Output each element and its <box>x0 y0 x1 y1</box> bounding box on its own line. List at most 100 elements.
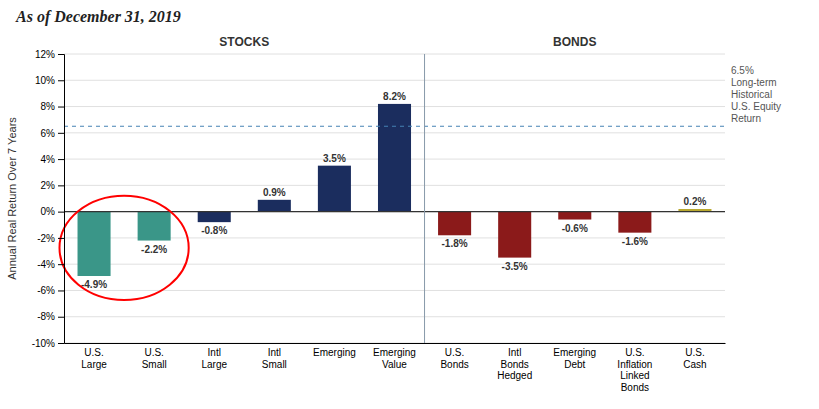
y-tick-mark <box>58 80 64 81</box>
y-tick-mark <box>58 107 64 108</box>
y-tick-label: -8% <box>37 311 55 322</box>
value-labels: -4.9%-2.2%-0.8%0.9%3.5%8.2%-1.8%-3.5%-0.… <box>81 91 706 290</box>
grid <box>64 54 725 343</box>
bar <box>438 212 471 236</box>
x-tick: U.S.InflationLinkedBonds <box>617 347 652 393</box>
x-tick-label-line: Large <box>201 359 227 370</box>
y-tick-mark <box>58 238 64 239</box>
y-tick-mark <box>58 185 64 186</box>
y-tick-label: -10% <box>32 338 55 349</box>
x-tick-label-line: Bonds <box>440 359 468 370</box>
y-tick: -10% <box>32 338 64 349</box>
y-tick: 12% <box>35 49 64 60</box>
y-tick-label: -6% <box>37 285 55 296</box>
x-tick-label: IntlLarge <box>201 347 227 370</box>
y-tick-label: 4% <box>41 154 56 165</box>
x-tick-label-line: Linked <box>620 370 649 381</box>
x-tick-label: IntlBondsHedged <box>497 347 532 381</box>
section-label: BONDS <box>553 35 596 49</box>
reference-label: 6.5%Long-termHistoricalU.S. EquityReturn <box>731 65 781 124</box>
x-tick-label-line: Cash <box>683 359 706 370</box>
x-tick-label-line: U.S. <box>685 347 704 358</box>
x-tick-label-line: U.S. <box>144 347 163 358</box>
x-tick-label: EmergingValue <box>373 347 416 370</box>
plot: 6.5%Long-termHistoricalU.S. EquityReturn… <box>32 35 781 393</box>
x-tick-label: U.S.Large <box>81 347 107 370</box>
x-tick-label-line: Inflation <box>617 359 652 370</box>
x-tick-label-line: U.S. <box>625 347 644 358</box>
x-tick-label-line: U.S. <box>445 347 464 358</box>
value-label: 0.2% <box>684 196 707 207</box>
bar <box>618 212 651 233</box>
y-tick: 8% <box>41 101 64 112</box>
y-tick-label: -2% <box>37 233 55 244</box>
value-label: -3.5% <box>502 261 528 272</box>
y-tick-mark <box>58 159 64 160</box>
bars <box>78 104 712 276</box>
y-tick-mark <box>58 133 64 134</box>
y-tick: -4% <box>37 259 64 270</box>
grid-line <box>64 80 725 81</box>
y-tick-mark <box>58 54 64 55</box>
x-tick: EmergingValue <box>373 347 416 370</box>
x-tick: U.S.Small <box>142 347 167 370</box>
y-tick: 4% <box>41 154 64 165</box>
y-tick: 6% <box>41 128 64 139</box>
x-tick: U.S.Cash <box>683 347 706 370</box>
x-tick-label-line: Small <box>262 359 287 370</box>
x-tick-label-line: Debt <box>564 359 585 370</box>
bar <box>498 212 531 258</box>
y-tick: 10% <box>35 75 64 86</box>
x-tick: U.S.Large <box>81 347 107 370</box>
grid-line <box>64 54 725 55</box>
x-tick-label-line: Bonds <box>621 382 649 393</box>
y-tick-label: 8% <box>41 101 56 112</box>
section-divider <box>424 54 425 343</box>
reference-label-line: 6.5% <box>731 65 754 76</box>
x-tick-label-line: Value <box>382 359 407 370</box>
value-label: 0.9% <box>263 187 286 198</box>
x-tick-label-line: Emerging <box>313 347 356 358</box>
x-tick-label-line: Emerging <box>373 347 416 358</box>
x-tick: EmergingDebt <box>553 347 596 370</box>
grid-line <box>64 343 725 344</box>
reference-label-line: Return <box>731 113 761 124</box>
y-tick-label: 12% <box>35 49 55 60</box>
x-tick-label-line: Bonds <box>501 359 529 370</box>
value-label: -1.6% <box>622 236 648 247</box>
y-tick: 0% <box>41 206 64 217</box>
y-tick-label: 6% <box>41 128 56 139</box>
x-tick-label-line: Hedged <box>497 370 532 381</box>
x-axis: U.S.LargeU.S.SmallIntlLargeIntlSmallEmer… <box>65 344 726 393</box>
x-axis-line <box>65 343 726 344</box>
x-tick-label: U.S.Bonds <box>440 347 468 370</box>
y-tick-mark <box>58 317 64 318</box>
x-tick-label-line: Intl <box>508 347 521 358</box>
x-tick-label-line: U.S. <box>84 347 103 358</box>
x-tick: Emerging <box>313 347 356 358</box>
y-tick-mark <box>58 212 64 213</box>
x-tick-label-line: Small <box>142 359 167 370</box>
grid-line <box>64 211 725 212</box>
x-tick: IntlBondsHedged <box>497 347 532 381</box>
x-tick-label-line: Intl <box>208 347 221 358</box>
x-tick-label: U.S.InflationLinkedBonds <box>617 347 652 393</box>
x-tick-label-line: Intl <box>268 347 281 358</box>
y-tick-mark <box>58 343 64 344</box>
y-axis: -10%-8%-6%-4%-2%0%2%4%6%8%10%12% <box>32 49 65 349</box>
y-tick-label: -4% <box>37 259 55 270</box>
value-label: -0.8% <box>201 225 227 236</box>
value-label: 8.2% <box>383 91 406 102</box>
bar <box>138 212 171 241</box>
x-tick-label-line: Large <box>81 359 107 370</box>
reference-label-line: U.S. Equity <box>731 101 781 112</box>
bar <box>258 200 291 212</box>
y-tick-mark <box>58 264 64 265</box>
x-tick: IntlSmall <box>262 347 287 370</box>
y-axis-line <box>58 55 65 344</box>
x-tick-label-line: Emerging <box>553 347 596 358</box>
zero-line <box>64 211 725 212</box>
highlight-ellipse <box>59 196 188 300</box>
reference-line <box>64 126 725 127</box>
y-tick-mark <box>58 290 64 291</box>
